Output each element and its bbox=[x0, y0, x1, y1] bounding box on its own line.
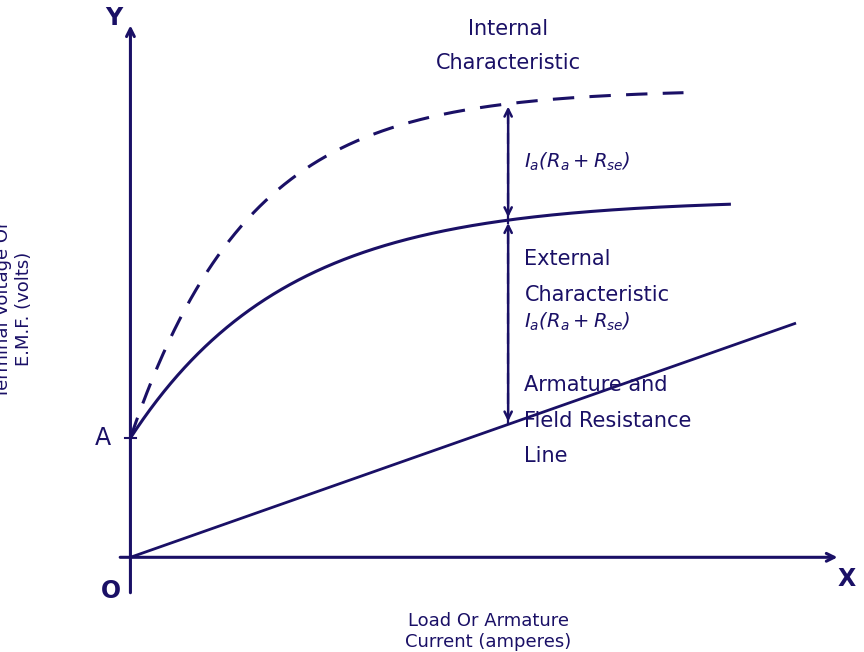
Text: External: External bbox=[524, 249, 611, 269]
Text: A: A bbox=[95, 426, 111, 450]
Text: Y: Y bbox=[105, 6, 123, 30]
Text: Field Resistance: Field Resistance bbox=[524, 411, 692, 430]
Text: Terminal Voltage Or
E.M.F. (volts): Terminal Voltage Or E.M.F. (volts) bbox=[0, 220, 33, 398]
Text: Load Or Armature
Current (amperes): Load Or Armature Current (amperes) bbox=[405, 612, 572, 651]
Text: Internal: Internal bbox=[468, 20, 549, 39]
Text: Characteristic: Characteristic bbox=[435, 53, 581, 73]
Text: O: O bbox=[101, 579, 121, 602]
Text: $\mathregular{I_a(R_a + R_{se})}$: $\mathregular{I_a(R_a + R_{se})}$ bbox=[524, 151, 631, 173]
Text: Armature and: Armature and bbox=[524, 375, 668, 394]
Text: Characteristic: Characteristic bbox=[524, 284, 670, 304]
Text: $\mathregular{I_a(R_a + R_{se})}$: $\mathregular{I_a(R_a + R_{se})}$ bbox=[524, 311, 631, 333]
Text: Line: Line bbox=[524, 447, 568, 466]
Text: X: X bbox=[838, 567, 856, 591]
